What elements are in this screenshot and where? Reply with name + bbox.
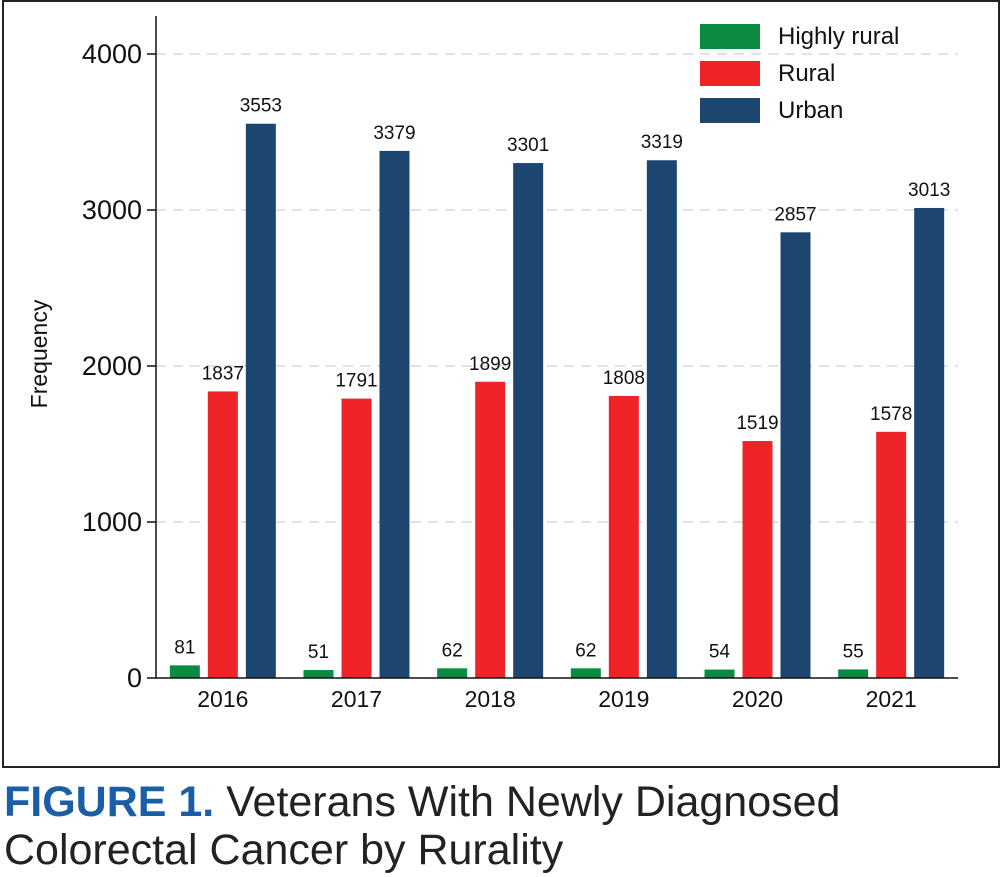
x-tick-label: 2021: [866, 686, 917, 712]
data-label: 1899: [469, 354, 511, 375]
caption-title-line-1: Veterans With Newly Diagnosed: [226, 778, 841, 826]
data-label: 1791: [335, 371, 377, 392]
x-tick-label: 2019: [598, 686, 649, 712]
legend-label: Urban: [778, 97, 843, 124]
axes: 0 1000 2000 3000 4000 2016 2017 2018 2019 2020 202…: [82, 16, 958, 712]
data-label: 3301: [507, 135, 549, 156]
bar-highly-rural-2019: [570, 668, 601, 678]
data-label: 1519: [736, 413, 778, 434]
bar-rural-2021: [876, 431, 907, 678]
x-tick-label: 2018: [465, 686, 516, 712]
caption-line-1: FIGURE 1. Veterans With Newly Diagnosed: [4, 778, 999, 826]
bar-highly-rural-2017: [303, 670, 334, 678]
bar-urban-2019: [646, 160, 677, 679]
y-axis-title: Frequency: [26, 299, 52, 408]
bar-urban-2018: [513, 163, 544, 678]
data-label: 1808: [603, 368, 645, 389]
bars: [169, 123, 945, 679]
bar-urban-2021: [914, 207, 945, 679]
bar-rural-2020: [742, 441, 773, 678]
chart-frame: 0 1000 2000 3000 4000 2016 2017 2018 2019 2020 202…: [2, 0, 1000, 768]
data-label: 3553: [240, 96, 282, 117]
bar-rural-2019: [608, 395, 639, 678]
bar-urban-2016: [245, 123, 276, 679]
x-tick-label: 2020: [732, 686, 783, 712]
y-tick-label: 1000: [82, 507, 142, 537]
y-tick-label: 3000: [82, 195, 142, 225]
data-label: 62: [442, 640, 463, 661]
legend: Highly rural Rural Urban: [700, 23, 899, 124]
data-label: 1578: [870, 404, 912, 425]
legend-label: Rural: [778, 60, 835, 87]
legend-swatch: [700, 24, 760, 49]
data-label: 3319: [641, 132, 683, 153]
bar-highly-rural-2018: [437, 668, 468, 678]
data-label: 54: [709, 642, 731, 663]
data-label: 3379: [373, 123, 415, 144]
data-label: 51: [308, 642, 329, 663]
legend-swatch: [700, 98, 760, 123]
bar-rural-2016: [207, 391, 238, 678]
figure-caption: FIGURE 1. Veterans With Newly Diagnosed …: [4, 778, 999, 874]
data-label: 62: [575, 640, 596, 661]
bar-rural-2018: [475, 381, 506, 678]
bar-chart: 0 1000 2000 3000 4000 2016 2017 2018 2019 2020 202…: [26, 16, 958, 712]
data-label: 3013: [908, 180, 950, 201]
caption-title-line-2: Colorectal Cancer by Rurality: [4, 826, 564, 874]
bar-urban-2020: [780, 232, 811, 679]
data-labels: 81 1837 3553 51 1791 3379 62 1899 3301 62 1808 3319…: [174, 96, 950, 663]
y-tick-label: 0: [127, 663, 142, 693]
data-label: 1837: [202, 363, 244, 384]
legend-label: Highly rural: [778, 23, 899, 50]
bar-highly-rural-2016: [169, 665, 200, 678]
data-label: 2857: [774, 204, 816, 225]
legend-swatch: [700, 61, 760, 86]
x-tick-label: 2016: [197, 686, 248, 712]
bar-highly-rural-2020: [704, 669, 735, 678]
bar-urban-2017: [379, 150, 410, 679]
gridlines: [156, 53, 958, 523]
data-label: 55: [843, 641, 864, 662]
data-label: 81: [174, 637, 195, 658]
y-tick-label: 4000: [82, 39, 142, 69]
y-tick-label: 2000: [82, 351, 142, 381]
caption-figure-label: FIGURE 1.: [4, 778, 215, 826]
bar-rural-2017: [341, 398, 372, 678]
bar-highly-rural-2021: [838, 669, 869, 678]
x-tick-label: 2017: [331, 686, 382, 712]
